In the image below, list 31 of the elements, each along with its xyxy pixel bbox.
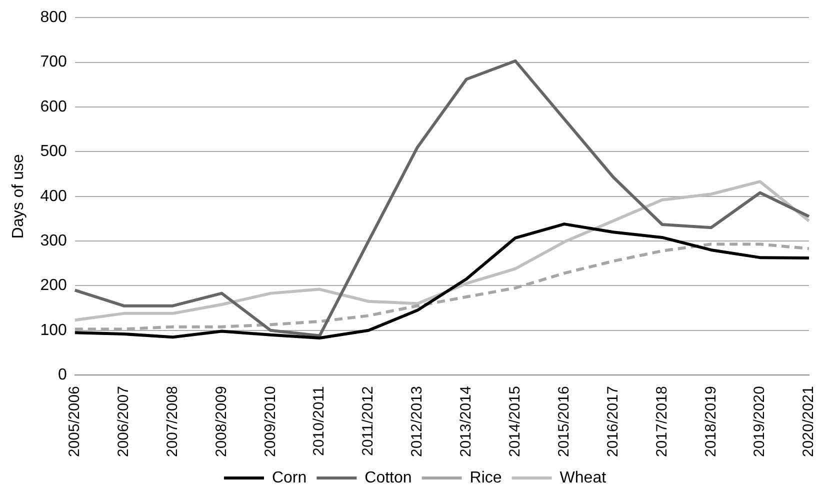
y-tick-label: 700 xyxy=(40,54,67,71)
x-tick-label: 2012/2013 xyxy=(408,386,426,457)
y-tick-label: 200 xyxy=(40,277,67,294)
x-tick-label: 2008/2009 xyxy=(212,386,230,457)
x-tick-label: 2013/2014 xyxy=(458,386,475,457)
line-series xyxy=(73,242,810,331)
x-tick-label: 2016/2017 xyxy=(604,386,622,457)
x-tick-label: 2005/2006 xyxy=(66,386,84,457)
y-tick-label: 400 xyxy=(40,188,67,205)
x-tick-label: 2014/2015 xyxy=(506,386,524,457)
y-tick-label: 0 xyxy=(58,366,67,384)
x-tick-label: 2011/2012 xyxy=(360,386,377,456)
y-axis-title: Days of use xyxy=(10,154,28,239)
y-tick-label: 500 xyxy=(40,143,67,160)
y-tick-label: 600 xyxy=(40,98,67,116)
x-tick-label: 2017/2018 xyxy=(653,386,670,457)
legend-label: Rice xyxy=(470,469,502,486)
legend-label: Wheat xyxy=(560,469,607,486)
x-tick-label: 2019/2020 xyxy=(751,386,768,457)
x-tick-label: 2018/2019 xyxy=(702,386,720,457)
legend-label: Cotton xyxy=(364,469,412,486)
x-tick-label: 2010/2011 xyxy=(310,386,328,456)
legend-label: Corn xyxy=(272,469,307,486)
y-tick-label: 300 xyxy=(40,232,67,250)
x-tick-label: 2009/2010 xyxy=(262,386,279,457)
x-tick-label: 2015/2016 xyxy=(555,386,572,457)
x-tick-label: 2006/2007 xyxy=(114,386,132,457)
x-tick-label: 2020/2021 xyxy=(800,386,818,457)
x-tick-label: 2007/2008 xyxy=(164,386,181,457)
y-tick-label: 800 xyxy=(40,9,67,26)
y-tick-label: 100 xyxy=(40,322,67,339)
